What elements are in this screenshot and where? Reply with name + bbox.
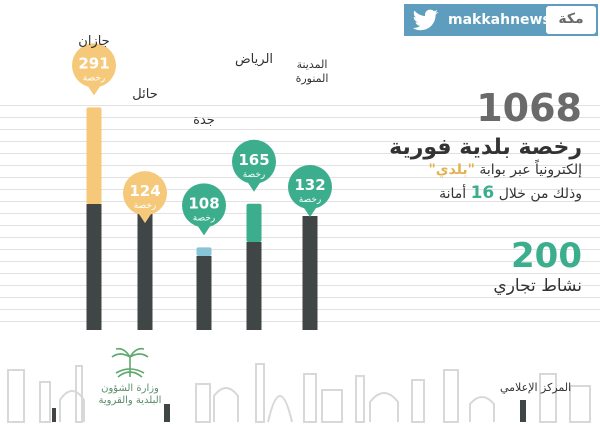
city-label-0: جازان	[78, 34, 109, 49]
city-label-3: الرياض	[235, 52, 273, 67]
brand-logo: مكة	[546, 6, 596, 34]
bubble-2	[182, 183, 226, 228]
bar-value-label-3: 165	[238, 151, 269, 169]
municipalities-count: 16	[470, 183, 495, 203]
bar-top-0	[86, 107, 102, 204]
bar-value-label-1: 124	[129, 182, 160, 200]
media-center-label: المركز الإعلامي	[500, 381, 572, 394]
bar-unit-label-2: رخصة	[193, 213, 216, 223]
bar-top-2	[196, 247, 212, 256]
portal-line-text: إلكترونياً عبر بوابة	[474, 162, 582, 178]
bar-value-label-4: 132	[294, 176, 325, 194]
portal-name: "بلدي"	[428, 162, 475, 178]
city-label-4-0: المدينة	[297, 58, 328, 71]
palm-emblem-icon	[111, 347, 149, 378]
municipalities-prefix: وذلك من خلال	[494, 186, 582, 202]
ministry-name-line1: وزارة الشؤون	[101, 383, 159, 394]
bubble-1	[123, 171, 167, 216]
bar-unit-label-0: رخصة	[83, 73, 106, 83]
bar-base-4	[302, 216, 318, 330]
activities-count: 200	[511, 236, 582, 276]
bubble-4	[288, 165, 332, 210]
bar-top-3	[246, 203, 262, 242]
skyline-illustration	[7, 363, 591, 423]
municipalities-line: وذلك من خلال 16 أمانة	[439, 183, 582, 203]
bar-value-label-0: 291	[78, 54, 109, 72]
bar-base-0	[86, 204, 102, 330]
twitter-bird-icon	[404, 4, 448, 36]
bar-unit-label-3: رخصة	[243, 170, 266, 180]
twitter-handle: makkahnews	[448, 12, 551, 28]
bubble-0	[72, 43, 116, 88]
total-licenses: 1068	[476, 86, 582, 130]
portal-line: إلكترونياً عبر بوابة "بلدي"	[428, 162, 582, 178]
municipalities-suffix: أمانة	[439, 186, 471, 202]
bar-base-1	[137, 213, 153, 330]
bar-value-label-2: 108	[188, 194, 219, 212]
activities-label: نشاط تجاري	[493, 276, 582, 296]
bubble-3	[232, 139, 276, 184]
bar-unit-label-1: رخصة	[134, 201, 157, 211]
licenses-title: رخصة بلدية فورية	[389, 135, 582, 160]
ministry-logo: وزارة الشؤون البلدية والقروية	[90, 345, 170, 407]
bar-unit-label-4: رخصة	[299, 195, 322, 205]
city-label-2: جدة	[193, 113, 215, 128]
bar-base-3	[246, 242, 262, 330]
bar-base-2	[196, 256, 212, 330]
city-label-1: حائل	[132, 87, 157, 102]
ministry-name-line2: البلدية والقروية	[98, 395, 162, 406]
city-label-4-1: المنورة	[296, 72, 329, 85]
